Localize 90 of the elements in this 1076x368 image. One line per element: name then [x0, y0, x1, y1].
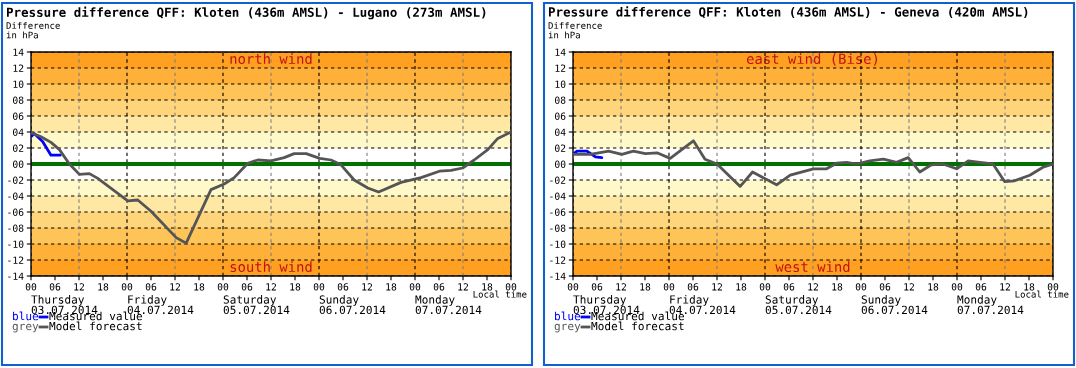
y-tick-label: -12 [550, 256, 566, 264]
y-tick-label: 06 [12, 112, 24, 120]
x-tick-label: 00 [25, 283, 37, 291]
x-tick-label: 12 [1000, 283, 1011, 291]
x-tick-label: 06 [145, 283, 157, 291]
y-tick-label: -12 [8, 256, 24, 264]
y-tick-label: 10 [13, 80, 24, 88]
y-tick-label: 04 [554, 128, 566, 136]
x-tick-label: 00 [855, 283, 867, 291]
x-tick-label: 06 [49, 283, 61, 291]
y-tick-label: -04 [550, 192, 566, 200]
legend-label: Model forecast [591, 321, 684, 331]
text: Saturday 05.07.2014 [223, 295, 290, 315]
text: Sunday 06.07.2014 [319, 295, 386, 315]
x-tick-label: 12 [362, 283, 373, 291]
band-label: west wind [775, 261, 850, 273]
text: Saturday 05.07.2014 [765, 295, 832, 315]
x-tick-label: 06 [241, 283, 253, 291]
y-tick-label: 00 [554, 160, 566, 168]
text: grey [12, 323, 39, 333]
x-tick-label: 00 [409, 283, 421, 291]
y-tick-label: 08 [12, 96, 24, 104]
y-tick-label: -10 [8, 240, 24, 248]
x-tick-label: 06 [783, 283, 795, 291]
x-tick-label: 06 [337, 283, 349, 291]
x-tick-label: 00 [217, 283, 229, 291]
y-tick-label: 10 [555, 80, 566, 88]
text: Sunday 06.07.2014 [861, 295, 928, 315]
x-tick-label: 12 [808, 283, 819, 291]
y-tick-label: 14 [13, 48, 24, 56]
x-tick-label: 00 [663, 283, 675, 291]
x-tick-label: 12 [712, 283, 723, 291]
x-tick-label: 00 [567, 283, 579, 291]
chart-title: Pressure difference QFF: Kloten (436m AMSL) - Lugano (273m AMSL) [6, 6, 486, 20]
x-tick-label: 00 [951, 283, 963, 291]
y-tick-label: -08 [550, 224, 566, 232]
legend-label: Model forecast [49, 321, 142, 331]
y-axis-title: Difference in hPa [6, 21, 60, 39]
x-tick-label: 18 [386, 283, 397, 291]
chart-title: Pressure difference QFF: Kloten (436m AMSL) - Geneva (420m AMSL) [548, 6, 1028, 19]
y-tick-label: -06 [550, 208, 566, 216]
y-tick-label: -10 [550, 240, 566, 248]
y-tick-label: 14 [555, 48, 566, 56]
y-tick-label: -02 [550, 176, 566, 184]
x-tick-label: 18 [928, 283, 939, 291]
y-tick-label: 06 [554, 112, 566, 120]
x-tick-label: 00 [505, 283, 517, 291]
x-tick-label: 06 [591, 283, 603, 291]
x-tick-label: 12 [458, 283, 469, 291]
y-tick-label: 02 [554, 144, 566, 152]
y-tick-label: -14 [8, 272, 24, 280]
y-tick-label: 08 [554, 96, 566, 104]
x-tick-label: 18 [482, 283, 493, 291]
y-tick-label: -02 [8, 176, 24, 184]
x-tick-label: 06 [433, 283, 445, 291]
x-tick-label: 12 [170, 283, 181, 291]
y-tick-label: -04 [8, 192, 24, 200]
x-tick-label: 00 [313, 283, 325, 291]
y-tick-label: 00 [12, 160, 24, 168]
y-tick-label: -06 [8, 208, 24, 216]
x-tick-label: 06 [975, 283, 987, 291]
x-tick-label: 12 [266, 283, 277, 291]
y-tick-label: 02 [12, 144, 24, 152]
x-tick-label: 00 [1047, 283, 1059, 291]
x-tick-label: 18 [1024, 283, 1035, 291]
band-label: east wind (Bise) [746, 53, 878, 66]
x-tick-label: 00 [759, 283, 771, 291]
line-series [573, 139, 1053, 188]
x-tick-label: 18 [194, 283, 205, 291]
line-series [31, 130, 511, 245]
x-tick-label: 18 [832, 283, 843, 291]
band-label: north wind [230, 53, 312, 65]
y-tick-label: -08 [8, 224, 24, 232]
x-tick-label: 18 [290, 283, 301, 291]
y-axis-title: Difference in hPa [548, 21, 602, 39]
y-tick-label: 12 [555, 64, 566, 72]
y-tick-label: 12 [13, 64, 24, 72]
x-tick-label: 06 [879, 283, 891, 291]
text: grey [554, 323, 581, 333]
y-tick-label: 04 [12, 128, 24, 136]
x-tick-label: 06 [687, 283, 699, 291]
band-label: south wind [230, 261, 312, 273]
y-tick-label: -14 [550, 272, 566, 280]
x-tick-label: 18 [736, 283, 747, 291]
x-tick-label: 12 [616, 283, 627, 291]
x-tick-label: 18 [98, 283, 109, 291]
x-tick-label: 12 [74, 283, 85, 291]
x-tick-label: 18 [640, 283, 651, 291]
x-tick-label: 00 [121, 283, 133, 291]
x-tick-label: 12 [904, 283, 915, 291]
